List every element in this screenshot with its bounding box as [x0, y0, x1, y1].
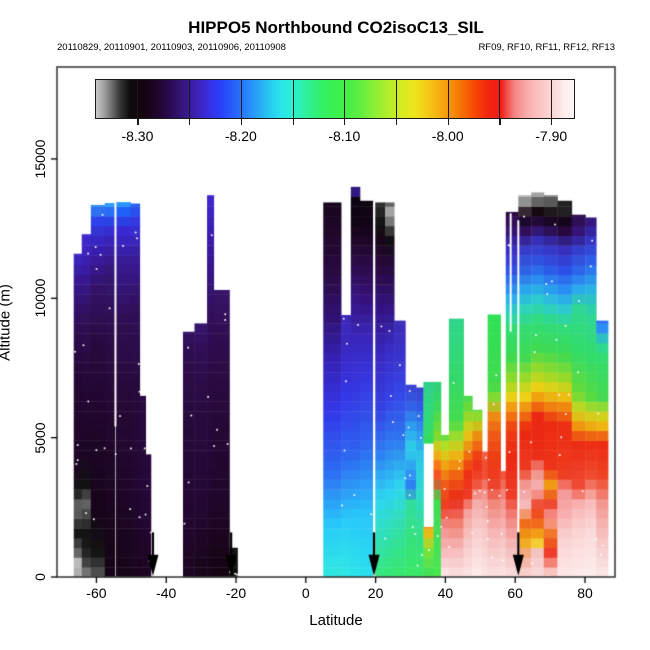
subtitle-flight-ids: RF09, RF10, RF11, RF12, RF13 [478, 42, 615, 53]
y-tick-label: 0 [32, 573, 48, 581]
x-tick-label: -40 [156, 585, 177, 601]
colorbar-tick [344, 119, 346, 125]
y-tick-label: 10000 [32, 278, 48, 318]
colorbar-tick-label: -7.90 [535, 128, 568, 144]
colorbar-divider [499, 80, 501, 118]
colorbar-tick-label: -8.10 [328, 128, 361, 144]
colorbar-divider [189, 80, 191, 118]
colorbar-divider [240, 80, 242, 118]
colorbar-gradient [95, 79, 575, 119]
colorbar-tick-label: -8.20 [224, 128, 257, 144]
subtitle-flight-dates: 20110829, 20110901, 20110903, 20110906, … [57, 42, 286, 53]
y-axis-title: Altitude (m) [0, 284, 14, 361]
colorbar-tick [137, 119, 139, 125]
colorbar-tick [189, 119, 191, 125]
colorbar-tick [447, 119, 449, 125]
x-tick-label: 80 [577, 585, 593, 601]
colorbar-divider [292, 80, 294, 118]
colorbar-divider [551, 80, 553, 118]
colorbar-divider [396, 80, 398, 118]
colorbar-tick [551, 119, 553, 125]
colorbar-divider [137, 80, 139, 118]
colorbar-tick [396, 119, 398, 125]
chart-title: HIPPO5 Northbound CO2isoC13_SIL [188, 18, 484, 37]
colorbar-divider [344, 80, 346, 118]
colorbar-tick [240, 119, 243, 125]
x-tick-label: -60 [86, 585, 107, 601]
y-tick-label: 5000 [32, 422, 48, 454]
x-axis-title: Latitude [309, 612, 363, 629]
x-tick-label: 0 [301, 585, 310, 601]
colorbar-tick-label: -8.00 [431, 128, 464, 144]
x-tick-label: 40 [437, 585, 454, 601]
colorbar-tick [499, 119, 501, 125]
y-tick-label: 15000 [32, 139, 48, 179]
x-tick-label: 20 [367, 585, 384, 601]
colorbar-divider [447, 80, 449, 118]
x-tick-label: 60 [507, 585, 523, 601]
colorbar-tick-label: -8.30 [121, 128, 154, 144]
colorbar-tick [292, 119, 294, 125]
x-tick-label: -20 [225, 585, 247, 601]
